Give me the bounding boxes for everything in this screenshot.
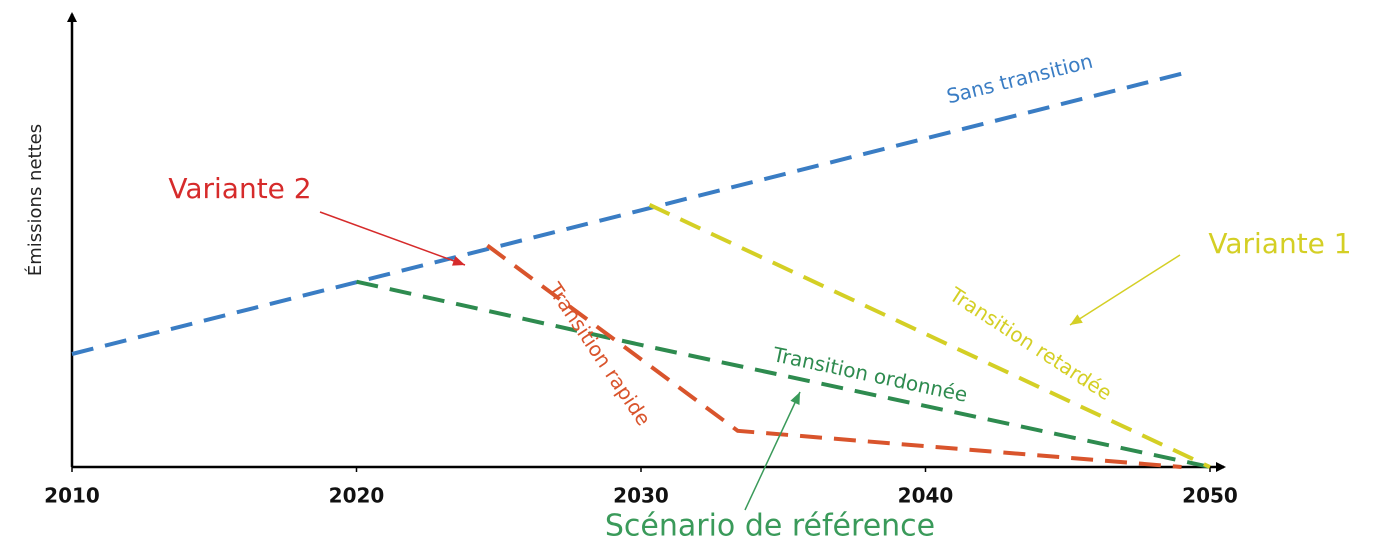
annotation-arrowhead — [790, 392, 800, 405]
annotation: Variante 2 — [168, 172, 311, 205]
x-tick-label: 2030 — [613, 484, 669, 508]
x-tick-label: 2020 — [329, 484, 385, 508]
annotation-arrowhead — [452, 256, 465, 266]
series-line — [486, 243, 1182, 469]
y-axis-label: Émissions nettes — [24, 124, 46, 276]
series-label: Transition ordonnée — [770, 342, 970, 407]
x-tick-label: 2040 — [898, 484, 954, 508]
annotation-arrow — [1069, 254, 1181, 326]
annotation-arrowhead — [1070, 314, 1083, 325]
annotation-arrow — [744, 391, 801, 511]
annotation: Variante 1 — [1208, 227, 1351, 260]
series-label: Transition rapide — [542, 277, 656, 430]
x-tick-label: 2010 — [44, 484, 100, 508]
series-label: Transition retardée — [944, 282, 1116, 405]
series-line — [71, 71, 1183, 356]
annotation: Scénario de référence — [605, 509, 935, 544]
annotation-arrow — [319, 211, 466, 266]
series-line — [648, 203, 1211, 469]
x-tick-label: 2050 — [1182, 484, 1238, 508]
series-line — [356, 279, 1211, 469]
